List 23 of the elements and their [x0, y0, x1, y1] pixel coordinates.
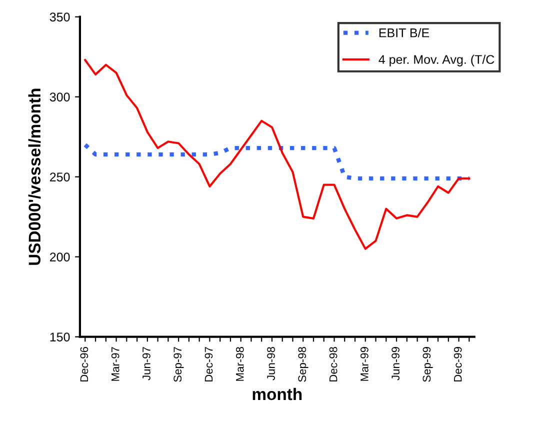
x-tick-label: Jun-98 — [267, 347, 275, 380]
x-tick-label: Mar-98 — [236, 347, 244, 381]
x-tick-label: Jun-97 — [142, 347, 150, 380]
x-tick-label: Dec-96 — [80, 347, 88, 382]
y-tick-label: 300 — [50, 92, 70, 102]
x-tick-label: Sep-98 — [298, 347, 308, 382]
x-tick-label: Sep-99 — [422, 347, 433, 382]
legend-label: 4 per. Mov. Avg. (T/C — [378, 54, 494, 66]
x-tick-label: Mar-97 — [111, 347, 120, 381]
y-tick-label: 250 — [50, 172, 70, 182]
x-tick-label: Dec-99 — [454, 347, 462, 382]
x-axis-title: month — [252, 388, 302, 400]
x-tick-label: Sep-97 — [174, 347, 184, 382]
x-tick-label: Dec-98 — [329, 347, 338, 382]
x-tick-label: Mar-99 — [360, 347, 368, 381]
x-tick-label: Dec-97 — [204, 347, 213, 382]
y-tick-label: 200 — [50, 252, 70, 262]
legend-label: EBIT B/E — [379, 28, 430, 38]
line-series — [83, 142, 472, 181]
y-tick-label: 350 — [50, 12, 70, 22]
y-axis-title: USD000'/vessel/month — [28, 88, 41, 265]
x-tick-label: Jun-99 — [392, 347, 400, 380]
y-tick-label: 150 — [50, 332, 70, 342]
